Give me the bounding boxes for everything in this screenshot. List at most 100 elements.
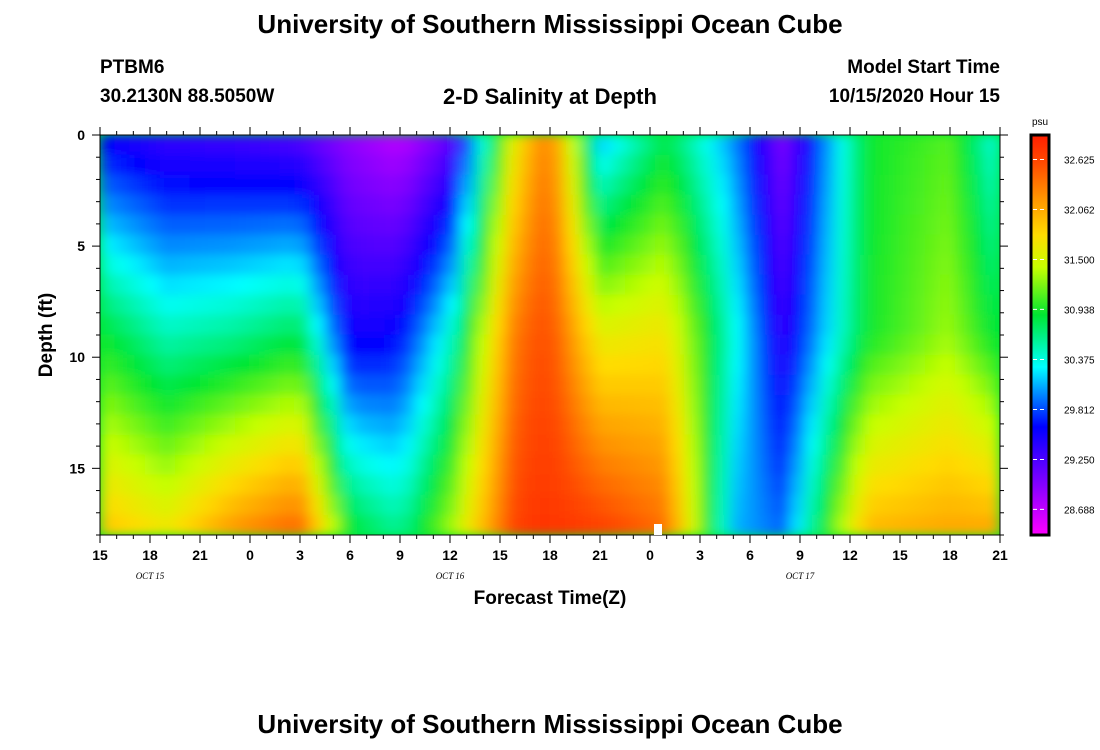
- heatmap-cell: [384, 194, 401, 216]
- heatmap-cell: [399, 234, 416, 256]
- x-tick-label: 15: [492, 547, 508, 563]
- heatmap-cell: [834, 214, 851, 236]
- heatmap-cell: [234, 374, 251, 396]
- heatmap-cell: [699, 254, 716, 276]
- heatmap-cell: [924, 354, 941, 376]
- heatmap-cell: [729, 174, 746, 196]
- heatmap-cell: [474, 254, 491, 276]
- heatmap-cell: [459, 234, 476, 256]
- heatmap-cell: [129, 135, 146, 156]
- heatmap-cell: [954, 154, 971, 176]
- heatmap-cell: [474, 274, 491, 296]
- heatmap-cell: [459, 454, 476, 476]
- heatmap-cell: [729, 354, 746, 376]
- heatmap-cell: [879, 254, 896, 276]
- heatmap-cell: [219, 154, 236, 176]
- heatmap-cell: [969, 135, 986, 156]
- heatmap-cell: [939, 354, 956, 376]
- heatmap-cell: [489, 294, 506, 316]
- heatmap-cell: [669, 434, 686, 456]
- heatmap-cell: [894, 294, 911, 316]
- heatmap-cell: [864, 394, 881, 416]
- heatmap-cell: [654, 174, 671, 196]
- heatmap-cell: [609, 234, 626, 256]
- heatmap-cell: [789, 274, 806, 296]
- heatmap-cell: [294, 394, 311, 416]
- heatmap-cell: [924, 434, 941, 456]
- heatmap-cell: [489, 414, 506, 436]
- heatmap-cell: [174, 154, 191, 176]
- heatmap-cell: [909, 135, 926, 156]
- heatmap-cell: [774, 294, 791, 316]
- heatmap-cell: [399, 334, 416, 356]
- heatmap-cell: [324, 274, 341, 296]
- heatmap-cell: [654, 254, 671, 276]
- heatmap-cell: [759, 514, 776, 535]
- heatmap-cell: [684, 514, 701, 535]
- heatmap-cell: [879, 214, 896, 236]
- heatmap-cell: [594, 154, 611, 176]
- heatmap-cell: [279, 294, 296, 316]
- heatmap-cell: [309, 514, 326, 535]
- heatmap-cell: [324, 374, 341, 396]
- heatmap-cell: [609, 334, 626, 356]
- heatmap-cell: [549, 394, 566, 416]
- heatmap-cell: [954, 254, 971, 276]
- heatmap-cell: [399, 474, 416, 496]
- heatmap-cell: [729, 294, 746, 316]
- heatmap-cell: [144, 514, 161, 535]
- heatmap-cell: [444, 254, 461, 276]
- heatmap-cell: [369, 434, 386, 456]
- heatmap-cell: [984, 394, 1000, 416]
- heatmap-cell: [474, 394, 491, 416]
- heatmap-cell: [819, 454, 836, 476]
- heatmap-cell: [549, 214, 566, 236]
- heatmap-cell: [399, 434, 416, 456]
- heatmap-cell: [699, 434, 716, 456]
- heatmap-cell: [369, 334, 386, 356]
- heatmap-cell: [624, 414, 641, 436]
- heatmap-cell: [174, 374, 191, 396]
- heatmap-cell: [579, 334, 596, 356]
- heatmap-cell: [519, 135, 536, 156]
- heatmap-cell: [174, 314, 191, 336]
- heatmap-cell: [519, 154, 536, 176]
- heatmap-cell: [174, 454, 191, 476]
- heatmap-cell: [789, 314, 806, 336]
- heatmap-cell: [279, 135, 296, 156]
- heatmap-cell: [834, 354, 851, 376]
- heatmap-cell: [219, 514, 236, 535]
- heatmap-cell: [159, 474, 176, 496]
- heatmap-cell: [174, 214, 191, 236]
- heatmap-cell: [264, 274, 281, 296]
- heatmap-cell: [774, 214, 791, 236]
- heatmap-cell: [219, 135, 236, 156]
- heatmap-cell: [519, 394, 536, 416]
- heatmap-cell: [834, 494, 851, 516]
- heatmap-cell: [519, 474, 536, 496]
- heatmap-cell: [654, 154, 671, 176]
- heatmap-cell: [489, 394, 506, 416]
- heatmap-cell: [579, 135, 596, 156]
- heatmap-cell: [249, 314, 266, 336]
- heatmap-cell: [639, 334, 656, 356]
- heatmap-cell: [354, 474, 371, 496]
- heatmap-cell: [669, 454, 686, 476]
- heatmap-cell: [774, 234, 791, 256]
- heatmap-cell: [639, 394, 656, 416]
- heatmap-cell: [684, 454, 701, 476]
- heatmap-cell: [639, 434, 656, 456]
- heatmap-cell: [444, 154, 461, 176]
- heatmap-cell: [399, 154, 416, 176]
- heatmap-cell: [939, 214, 956, 236]
- heatmap-cell: [969, 154, 986, 176]
- heatmap-cell: [414, 294, 431, 316]
- heatmap-cell: [969, 194, 986, 216]
- heatmap-cell: [969, 494, 986, 516]
- heatmap-cell: [219, 294, 236, 316]
- heatmap-cell: [714, 135, 731, 156]
- heatmap-cell: [939, 494, 956, 516]
- heatmap-cell: [249, 254, 266, 276]
- heatmap-cell: [309, 214, 326, 236]
- heatmap-cell: [984, 294, 1000, 316]
